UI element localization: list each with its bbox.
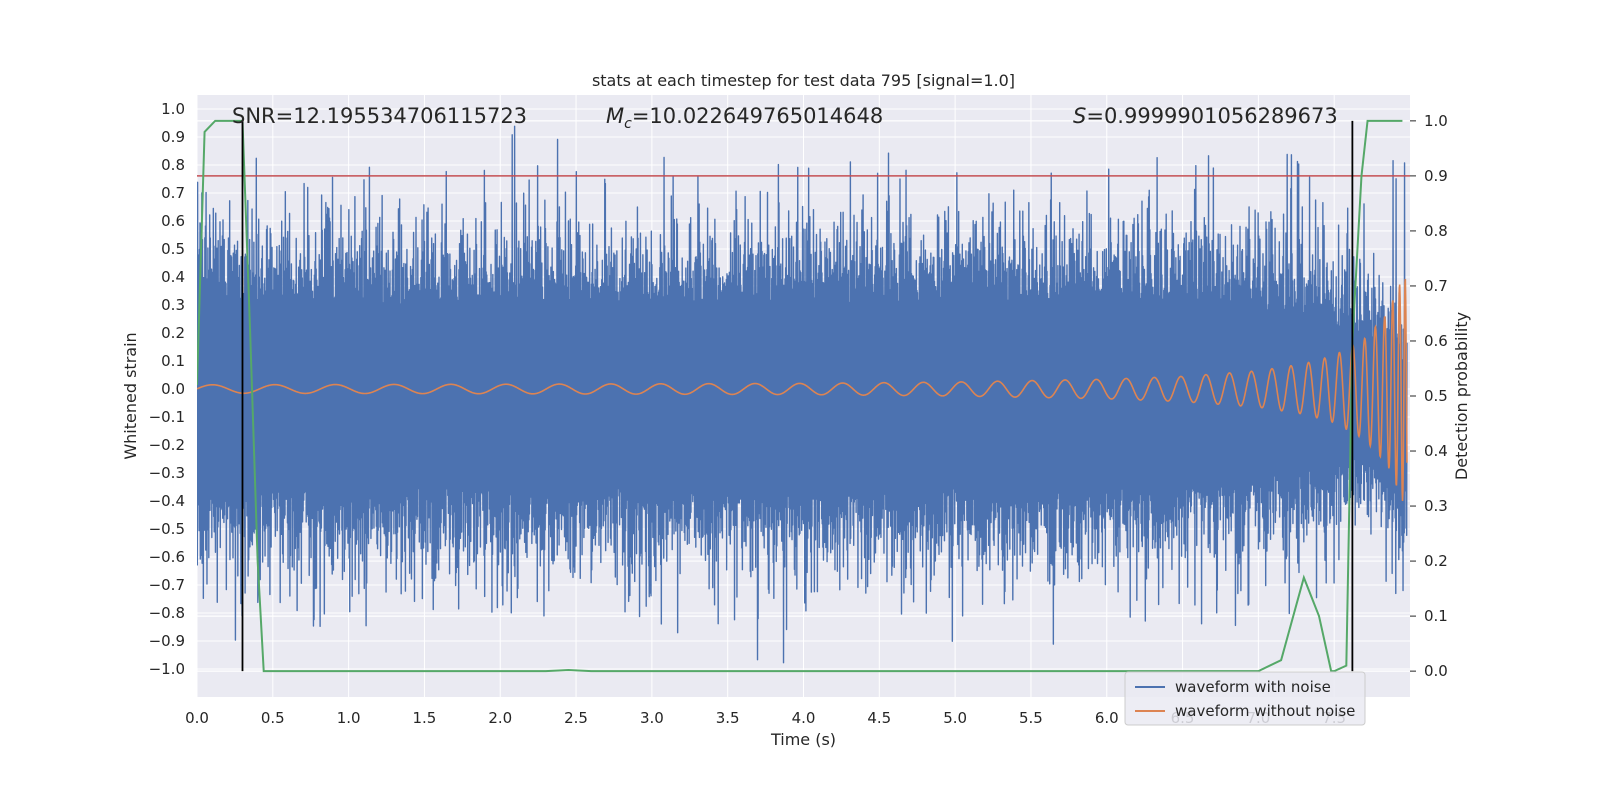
y-tick-label: −0.8 bbox=[149, 604, 185, 622]
y2-tick-label: 0.5 bbox=[1424, 387, 1448, 405]
legend-label-clean: waveform without noise bbox=[1175, 702, 1355, 720]
y-tick-label: −0.1 bbox=[149, 408, 185, 426]
score-annotation: S=0.9999901056289673 bbox=[1073, 104, 1338, 128]
x-tick-label: 3.0 bbox=[640, 709, 664, 727]
x-tick-label: 3.5 bbox=[716, 709, 740, 727]
y2-tick-label: 0.0 bbox=[1424, 662, 1448, 680]
y2-tick-label: 0.2 bbox=[1424, 552, 1448, 570]
chirp-mass-annotation: Mc=10.022649765014648 bbox=[606, 104, 883, 132]
x-axis-title: Time (s) bbox=[770, 730, 836, 749]
y-tick-label: 0.3 bbox=[161, 296, 185, 314]
y-tick-label: 0.4 bbox=[161, 268, 185, 286]
score-value: =0.9999901056289673 bbox=[1086, 104, 1337, 128]
series-waveform-with-noise bbox=[197, 125, 1408, 664]
x-tick-label: 2.5 bbox=[564, 709, 588, 727]
y-tick-label: 0.5 bbox=[161, 240, 185, 258]
y2-tick-label: 0.9 bbox=[1424, 167, 1448, 185]
y2-axis-title: Detection probability bbox=[1452, 312, 1471, 480]
chirp-mass-symbol: M bbox=[606, 104, 624, 128]
x-tick-label: 4.0 bbox=[792, 709, 816, 727]
y-tick-label: 1.0 bbox=[161, 100, 185, 118]
y-tick-label: −0.6 bbox=[149, 548, 185, 566]
y-axis-title: Whitened strain bbox=[121, 332, 140, 459]
x-tick-label: 4.5 bbox=[867, 709, 891, 727]
y2-tick-label: 1.0 bbox=[1424, 112, 1448, 130]
x-tick-label: 0.5 bbox=[261, 709, 285, 727]
y2-tick-label: 0.4 bbox=[1424, 442, 1448, 460]
y-tick-label: −0.3 bbox=[149, 464, 185, 482]
legend: waveform with noise waveform without noi… bbox=[1124, 671, 1366, 726]
x-tick-label: 6.0 bbox=[1095, 709, 1119, 727]
x-tick-label: 5.0 bbox=[943, 709, 967, 727]
y2-tick-label: 0.1 bbox=[1424, 607, 1448, 625]
y-tick-label: −0.2 bbox=[149, 436, 185, 454]
chirp-mass-value: =10.022649765014648 bbox=[632, 104, 883, 128]
y2-tick-label: 0.3 bbox=[1424, 497, 1448, 515]
y2-tick-label: 0.7 bbox=[1424, 277, 1448, 295]
x-tick-label: 5.5 bbox=[1019, 709, 1043, 727]
y-tick-label: −0.9 bbox=[149, 632, 185, 650]
chirp-mass-subscript: c bbox=[624, 116, 632, 132]
x-tick-label: 1.0 bbox=[337, 709, 361, 727]
score-symbol: S bbox=[1073, 104, 1086, 128]
y-tick-label: 0.9 bbox=[161, 128, 185, 146]
legend-box bbox=[1124, 671, 1366, 726]
y-tick-label: −1.0 bbox=[149, 660, 185, 678]
y-tick-label: 0.8 bbox=[161, 156, 185, 174]
x-tick-label: 1.5 bbox=[413, 709, 437, 727]
series-waveform-without-noise bbox=[197, 278, 1408, 502]
y-tick-label: 0.2 bbox=[161, 324, 185, 342]
series-group bbox=[197, 119, 1410, 673]
y-tick-label: 0.0 bbox=[161, 380, 185, 398]
x-tick-label: 2.0 bbox=[488, 709, 512, 727]
legend-label-noise: waveform with noise bbox=[1175, 678, 1331, 696]
plot-series-layer bbox=[197, 119, 1410, 673]
y-tick-label: −0.5 bbox=[149, 520, 185, 538]
chart-title: stats at each timestep for test data 795… bbox=[592, 71, 1015, 90]
y-tick-label: −0.4 bbox=[149, 492, 185, 510]
y-tick-label: 0.1 bbox=[161, 352, 185, 370]
snr-annotation: SNR=12.195534706115723 bbox=[232, 104, 527, 128]
y-tick-label: 0.6 bbox=[161, 212, 185, 230]
y-tick-label: −0.7 bbox=[149, 576, 185, 594]
y2-tick-label: 0.6 bbox=[1424, 332, 1448, 350]
x-tick-label: 0.0 bbox=[185, 709, 209, 727]
y-tick-label: 0.7 bbox=[161, 184, 185, 202]
y2-tick-label: 0.8 bbox=[1424, 222, 1448, 240]
series-detection-probability bbox=[197, 119, 1403, 673]
